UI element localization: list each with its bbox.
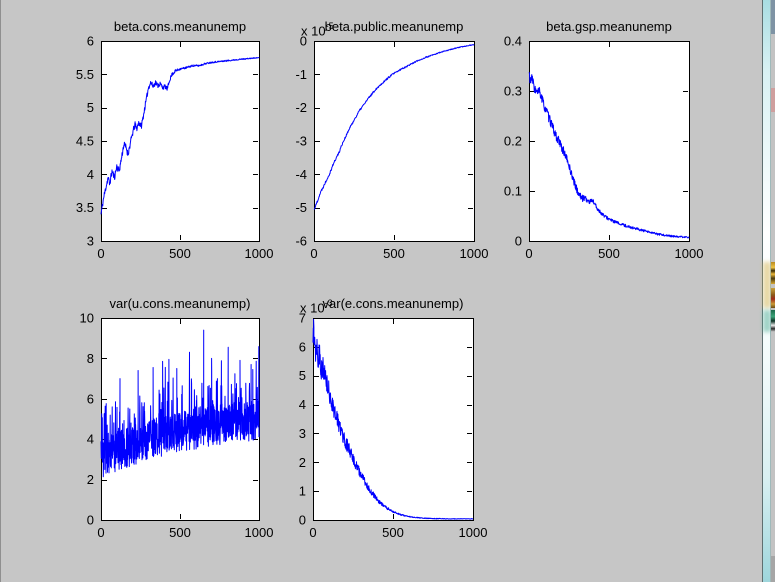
x-tick-label: 1000 [245, 246, 274, 261]
y-tick-label: 6 [299, 339, 306, 354]
desktop-fragment [771, 308, 775, 310]
y-tick-label: 0 [299, 513, 306, 528]
data-line [313, 44, 475, 210]
y-tick-label: 1 [299, 484, 306, 499]
axis-ticks [101, 41, 260, 242]
y-axis-exponent-label: x 10-5 [301, 21, 334, 39]
y-tick-label: 7 [299, 311, 306, 326]
x-tick-label: 1000 [245, 525, 274, 540]
y-tick-label: -2 [295, 100, 307, 115]
subplot-title-beta-cons: beta.cons.meanunemp [113, 19, 247, 34]
exponent-prefix: x 10 [300, 300, 325, 316]
x-tick-label: 0 [97, 246, 104, 261]
data-line [100, 329, 260, 478]
x-tick-label: 0 [525, 246, 532, 261]
strip-reflection-yellow [763, 262, 771, 308]
desktop-fragment [771, 284, 775, 288]
y-tick-label: 0.2 [504, 134, 522, 149]
y-tick-label: 5.5 [76, 67, 94, 82]
y-tick-label: -1 [295, 67, 307, 82]
axes-box [314, 41, 475, 242]
y-tick-label: 2 [299, 455, 306, 470]
tick-labels: 0 500 1000 0 0.1 0.2 0.3 0.4 [504, 34, 704, 262]
y-tick-label: 6 [87, 34, 94, 49]
desktop-fragment [771, 112, 775, 262]
y-tick-label: -3 [295, 134, 307, 149]
y-tick-label: -4 [295, 167, 307, 182]
data-line [100, 57, 260, 215]
x-tick-label: 500 [598, 246, 620, 261]
y-axis-exponent-label: x 10-3 [300, 298, 333, 316]
exponent-superscript: -3 [324, 298, 333, 308]
desktop-icon-fragment-2[interactable] [771, 288, 775, 308]
tick-labels: 0 500 1000 0 1 2 3 4 5 6 7 [299, 311, 488, 541]
axis-ticks [529, 41, 690, 242]
axes-box [529, 41, 690, 242]
x-tick-label: 500 [169, 525, 191, 540]
tick-labels: 0 500 1000 -6 -5 -4 -3 -2 -1 0 [295, 34, 488, 262]
x-tick-label: 500 [383, 246, 405, 261]
axis-ticks [313, 318, 474, 521]
y-tick-label: 3 [87, 234, 94, 249]
y-tick-label: 10 [80, 311, 94, 326]
desktop-fragment [771, 332, 775, 556]
y-tick-label: 0 [515, 234, 522, 249]
y-tick-label: 4 [299, 397, 306, 412]
y-tick-label: 3 [299, 426, 306, 441]
x-tick-label: 0 [310, 246, 317, 261]
subplot-title-beta-public: beta.public.meanunemp [324, 19, 464, 34]
y-tick-label: 5 [87, 100, 94, 115]
axis-ticks [314, 41, 475, 242]
y-tick-label: -6 [295, 234, 307, 249]
subplot-title-beta-gsp: beta.gsp.meanunemp [546, 19, 672, 34]
data-line [312, 318, 474, 520]
exponent-prefix: x 10 [301, 23, 326, 39]
tick-labels: 0 500 1000 0 2 4 6 8 10 [80, 311, 274, 541]
y-tick-label: 4 [87, 167, 94, 182]
subplot-title-var-e: var(e.cons.meanunemp) [322, 296, 464, 311]
exponent-superscript: -5 [325, 21, 334, 31]
x-tick-label: 1000 [459, 525, 488, 540]
axes-box [313, 318, 474, 521]
x-tick-label: 0 [97, 525, 104, 540]
subplot-title-var-u: var(u.cons.meanunemp) [109, 296, 251, 311]
y-tick-label: 0.1 [504, 184, 522, 199]
window-edge-highlight-strip [763, 0, 771, 582]
tick-labels: 0 500 1000 3 3.5 4 4.5 5 5.5 6 [76, 34, 274, 262]
y-tick-label: -5 [295, 200, 307, 215]
x-tick-label: 500 [169, 246, 191, 261]
y-tick-label: 5 [299, 368, 306, 383]
x-tick-label: 1000 [460, 246, 489, 261]
x-tick-label: 1000 [675, 246, 704, 261]
data-line [528, 72, 690, 239]
strip-reflection-green [763, 310, 771, 332]
desktop-icon-fragment-1[interactable] [771, 262, 775, 284]
desktop-icon-fragment-3[interactable] [771, 310, 775, 332]
x-tick-label: 500 [382, 525, 404, 540]
y-tick-label: 6 [87, 391, 94, 406]
y-tick-label: 4.5 [76, 134, 94, 149]
axes-box [101, 41, 260, 242]
y-tick-label: 0.4 [504, 34, 522, 49]
desktop-fragment-window [771, 0, 775, 34]
y-tick-label: 2 [87, 472, 94, 487]
window-edge-border [762, 0, 763, 582]
y-tick-label: 0 [87, 513, 94, 528]
y-tick-label: 4 [87, 432, 94, 447]
y-tick-label: 3.5 [76, 200, 94, 215]
y-tick-label: 0.3 [504, 84, 522, 99]
y-tick-label: 0 [300, 34, 307, 49]
desktop-fragment-pink [771, 88, 775, 112]
x-tick-label: 0 [309, 525, 316, 540]
desktop-fragment [771, 34, 775, 88]
y-tick-label: 8 [87, 351, 94, 366]
desktop-fragment-bottom [771, 556, 775, 582]
